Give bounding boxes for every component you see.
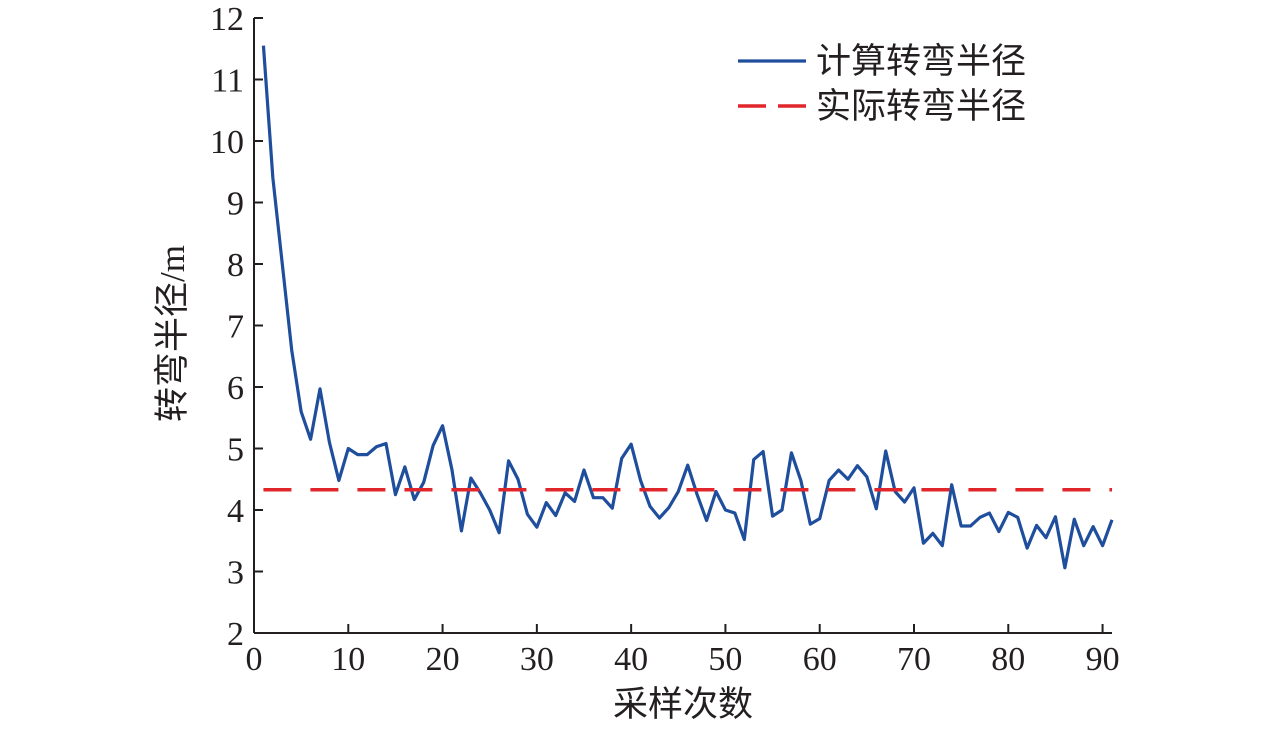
- y-axis-title: 转弯半径/m: [153, 245, 192, 422]
- x-tick-label: 60: [803, 641, 837, 678]
- x-tick-label: 10: [331, 641, 365, 678]
- y-tick-label: 9: [227, 186, 244, 223]
- x-tick-label: 30: [520, 641, 554, 678]
- y-tick-label: 11: [211, 63, 244, 100]
- x-axis-ticks: 0 10 20 30 40 50 60 70 80 90: [246, 624, 1120, 678]
- x-tick-label: 20: [426, 641, 460, 678]
- plot-area: [261, 45, 1114, 570]
- y-tick-label: 8: [227, 247, 244, 284]
- x-axis-title: 采样次数: [613, 685, 753, 724]
- x-tick-label: 90: [1086, 641, 1120, 678]
- y-tick-label: 5: [227, 432, 244, 469]
- y-tick-label: 6: [227, 370, 244, 407]
- series-layer: [261, 45, 1114, 570]
- legend: 计算转弯半径 实际转弯半径: [738, 42, 1026, 126]
- series-line-calculated: [261, 45, 1114, 570]
- x-tick-label: 50: [708, 641, 742, 678]
- y-tick-label: 7: [227, 309, 244, 346]
- legend-label-calculated: 计算转弯半径: [816, 42, 1026, 81]
- x-tick-label: 80: [991, 641, 1025, 678]
- axes: 0 10 20 30 40 50 60 70 80 90 2 3 4 5 6 7 8 9 10 11 12: [210, 1, 1120, 678]
- y-axis-ticks: 2 3 4 5 6 7 8 9 10 11 12: [210, 1, 263, 653]
- y-tick-label: 4: [227, 493, 244, 530]
- y-tick-label: 2: [227, 616, 244, 653]
- x-tick-label: 70: [897, 641, 931, 678]
- legend-label-actual: 实际转弯半径: [816, 87, 1026, 126]
- x-tick-label: 40: [614, 641, 648, 678]
- y-tick-label: 10: [210, 124, 244, 161]
- y-tick-label: 12: [210, 1, 244, 38]
- y-tick-label: 3: [227, 555, 244, 592]
- x-tick-label: 0: [246, 641, 263, 678]
